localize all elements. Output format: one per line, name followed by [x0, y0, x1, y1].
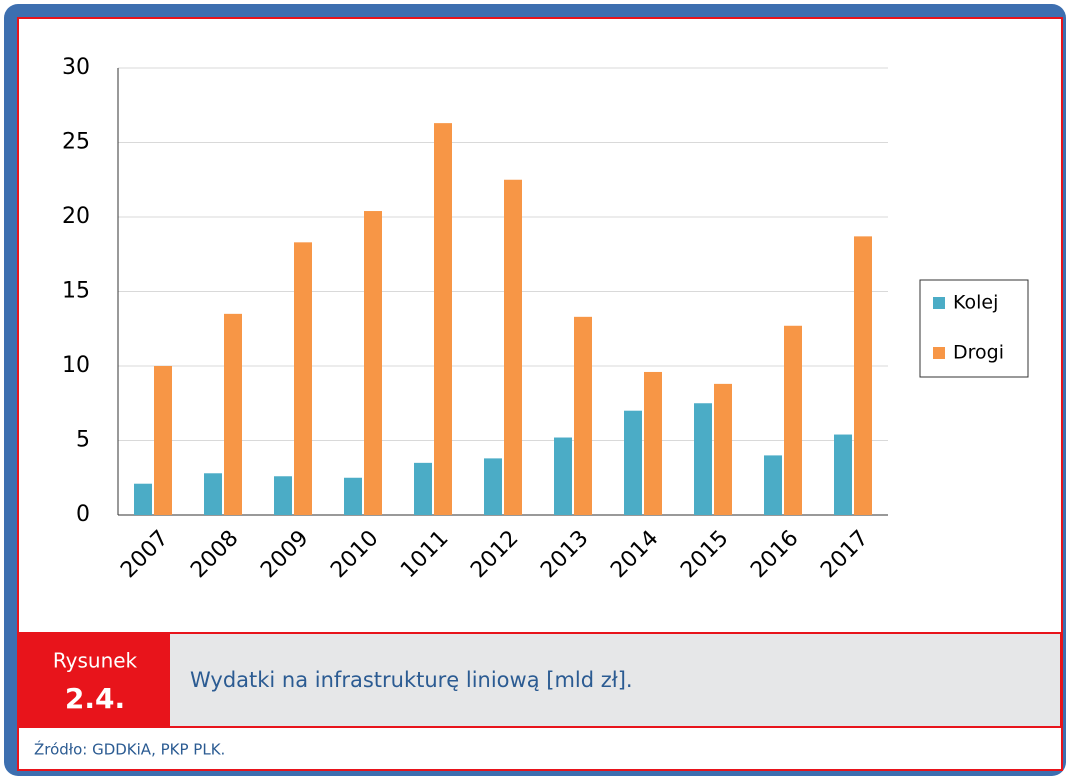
- bar: [154, 366, 172, 515]
- bar: [434, 123, 452, 515]
- bar: [554, 437, 572, 515]
- bar: [834, 434, 852, 515]
- bar: [854, 236, 872, 515]
- legend-label: Drogi: [953, 342, 1004, 364]
- legend-label: Kolej: [953, 292, 998, 314]
- bar: [504, 179, 522, 515]
- bar: [414, 462, 432, 515]
- bar: [274, 476, 292, 515]
- y-tick-label: 5: [76, 428, 90, 453]
- bar: [644, 371, 662, 515]
- bar: [694, 403, 712, 515]
- caption-band: [18, 632, 1062, 728]
- bar: [204, 473, 222, 515]
- caption-label: Rysunek: [53, 649, 138, 673]
- source: Źródło: GDDKiA, PKP PLK.: [34, 740, 225, 759]
- y-tick-label: 25: [62, 130, 90, 155]
- caption-text: Wydatki na infrastrukturę liniową [mld z…: [190, 668, 633, 692]
- bar: [574, 316, 592, 515]
- legend-swatch: [933, 347, 945, 359]
- bar: [624, 410, 642, 515]
- y-tick-label: 0: [76, 502, 90, 527]
- bar: [294, 242, 312, 515]
- y-tick-label: 15: [62, 279, 90, 304]
- legend: [919, 279, 1029, 378]
- bar: [344, 477, 362, 515]
- bar: [764, 455, 782, 515]
- bar: [224, 313, 242, 515]
- bar: [714, 383, 732, 515]
- y-tick-label: 30: [62, 55, 90, 80]
- caption-label-box: [19, 633, 170, 727]
- bar: [134, 483, 152, 515]
- bar: [784, 325, 802, 515]
- bar: [364, 211, 382, 516]
- bar: [484, 458, 502, 515]
- legend-swatch: [933, 297, 945, 309]
- y-tick-label: 20: [62, 204, 90, 229]
- y-tick-label: 10: [62, 353, 90, 378]
- caption-number: 2.4.: [65, 682, 125, 715]
